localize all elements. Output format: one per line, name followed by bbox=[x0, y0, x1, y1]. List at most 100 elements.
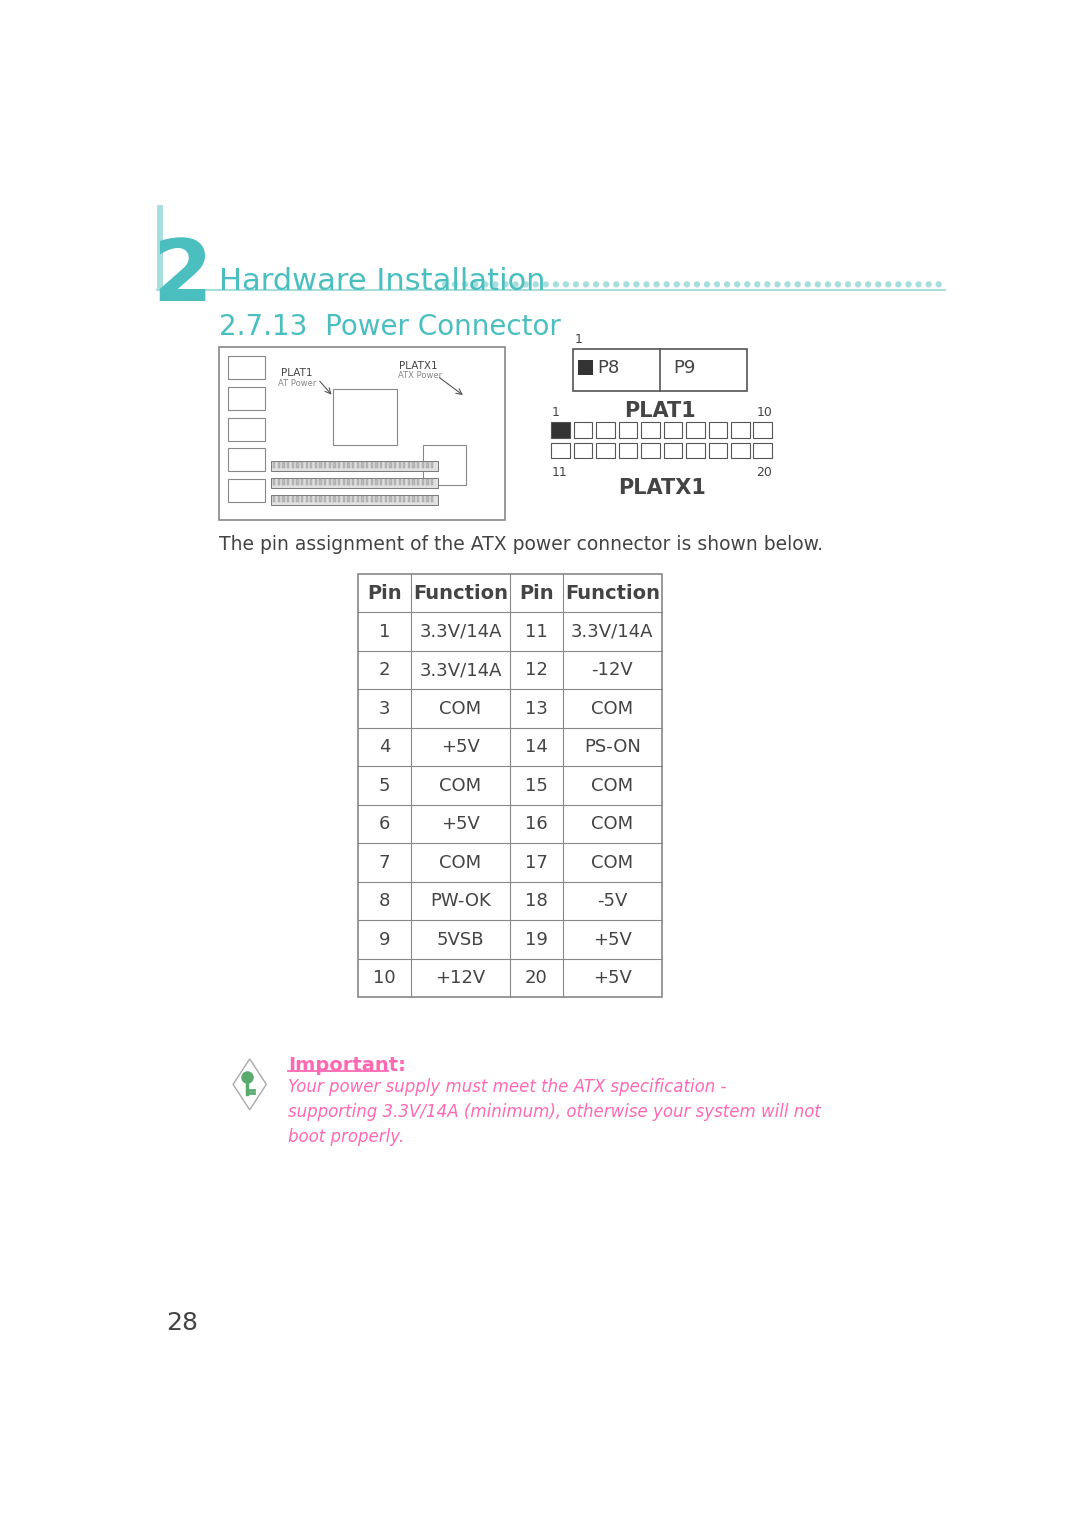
Bar bbox=[642, 443, 660, 459]
Bar bbox=[157, 205, 163, 289]
Bar bbox=[352, 479, 354, 485]
Circle shape bbox=[725, 281, 730, 287]
Text: ATX Power: ATX Power bbox=[399, 372, 443, 381]
Bar bbox=[338, 479, 340, 485]
Circle shape bbox=[654, 281, 659, 287]
Bar bbox=[278, 479, 280, 485]
Text: 10: 10 bbox=[756, 407, 772, 419]
Text: COM: COM bbox=[592, 853, 634, 872]
Text: Function: Function bbox=[565, 584, 660, 602]
Bar bbox=[375, 462, 378, 468]
Text: +5V: +5V bbox=[441, 815, 480, 833]
Bar bbox=[422, 462, 424, 468]
Text: 2: 2 bbox=[379, 661, 390, 679]
Text: 13: 13 bbox=[525, 700, 548, 717]
Text: COM: COM bbox=[440, 700, 482, 717]
Text: Your power supply must meet the ATX specification -: Your power supply must meet the ATX spec… bbox=[288, 1078, 727, 1096]
Text: 5VSB: 5VSB bbox=[436, 931, 484, 948]
Circle shape bbox=[594, 281, 598, 287]
Text: 3.3V/14A: 3.3V/14A bbox=[571, 622, 653, 641]
Text: COM: COM bbox=[592, 777, 634, 795]
Text: COM: COM bbox=[592, 700, 634, 717]
Bar bbox=[334, 462, 336, 468]
Bar bbox=[273, 495, 275, 502]
Circle shape bbox=[855, 281, 861, 287]
Bar bbox=[375, 479, 378, 485]
Bar bbox=[384, 495, 387, 502]
Circle shape bbox=[916, 281, 921, 287]
Circle shape bbox=[685, 281, 689, 287]
Bar bbox=[278, 495, 280, 502]
Circle shape bbox=[443, 281, 447, 287]
Bar bbox=[314, 495, 318, 502]
Bar bbox=[403, 495, 405, 502]
Text: PLATX1: PLATX1 bbox=[399, 361, 437, 370]
Bar bbox=[362, 495, 364, 502]
Bar bbox=[334, 495, 336, 502]
Circle shape bbox=[846, 281, 850, 287]
Circle shape bbox=[775, 281, 780, 287]
Circle shape bbox=[734, 281, 740, 287]
Bar bbox=[334, 479, 336, 485]
Bar bbox=[596, 443, 615, 459]
Bar bbox=[228, 448, 266, 471]
Bar bbox=[228, 479, 266, 502]
Text: 20: 20 bbox=[525, 969, 548, 988]
Bar bbox=[366, 495, 368, 502]
Bar bbox=[578, 359, 593, 375]
Bar bbox=[228, 356, 266, 379]
Circle shape bbox=[795, 281, 800, 287]
Bar bbox=[278, 462, 280, 468]
Text: Function: Function bbox=[413, 584, 508, 602]
Bar bbox=[384, 479, 387, 485]
Bar bbox=[356, 495, 359, 502]
Bar bbox=[292, 462, 294, 468]
Bar bbox=[342, 462, 345, 468]
Bar bbox=[306, 462, 308, 468]
Bar bbox=[413, 495, 415, 502]
Circle shape bbox=[644, 281, 649, 287]
Bar bbox=[296, 479, 298, 485]
Bar bbox=[754, 422, 772, 437]
Bar bbox=[380, 479, 382, 485]
Bar bbox=[380, 495, 382, 502]
Bar bbox=[573, 443, 592, 459]
Text: 15: 15 bbox=[525, 777, 548, 795]
Text: 8: 8 bbox=[379, 891, 390, 910]
Circle shape bbox=[896, 281, 901, 287]
Text: 1: 1 bbox=[575, 333, 582, 346]
Circle shape bbox=[876, 281, 880, 287]
Circle shape bbox=[785, 281, 791, 287]
Text: 11: 11 bbox=[525, 622, 548, 641]
Text: 3.3V/14A: 3.3V/14A bbox=[419, 622, 502, 641]
Text: PLATX1: PLATX1 bbox=[618, 477, 705, 497]
Text: +12V: +12V bbox=[435, 969, 486, 988]
Bar bbox=[619, 422, 637, 437]
Bar bbox=[417, 495, 419, 502]
Bar bbox=[314, 479, 318, 485]
Bar bbox=[708, 443, 727, 459]
Circle shape bbox=[523, 281, 528, 287]
Bar bbox=[352, 462, 354, 468]
Bar bbox=[389, 479, 392, 485]
Text: 4: 4 bbox=[379, 739, 390, 757]
Bar bbox=[663, 422, 683, 437]
Bar bbox=[686, 422, 704, 437]
Bar bbox=[389, 462, 392, 468]
Bar bbox=[663, 443, 683, 459]
Circle shape bbox=[473, 281, 477, 287]
Bar bbox=[427, 462, 429, 468]
Bar bbox=[310, 479, 312, 485]
Text: -5V: -5V bbox=[597, 891, 627, 910]
Bar bbox=[282, 479, 284, 485]
Bar bbox=[342, 479, 345, 485]
Bar bbox=[731, 422, 750, 437]
Circle shape bbox=[927, 281, 931, 287]
Bar bbox=[370, 462, 373, 468]
Bar bbox=[314, 462, 318, 468]
Text: P9: P9 bbox=[674, 358, 696, 376]
Bar bbox=[282, 495, 284, 502]
Circle shape bbox=[634, 281, 639, 287]
Circle shape bbox=[604, 281, 609, 287]
Bar bbox=[422, 445, 465, 485]
